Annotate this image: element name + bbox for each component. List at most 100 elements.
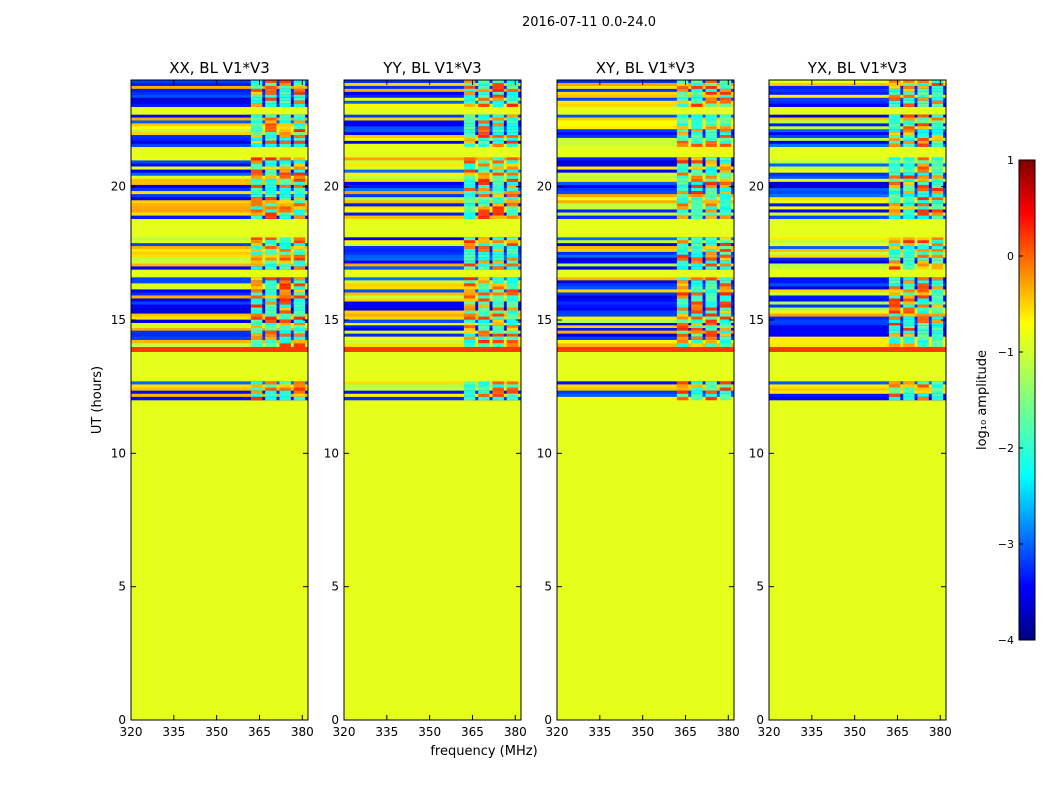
heatmap-rfi-cell [265,157,277,161]
heatmap-rfi-cell [691,310,703,314]
heatmap-row [557,286,734,290]
heatmap-rfi-cell [691,160,703,164]
heatmap-row [557,307,734,311]
heatmap-rfi-cell [279,301,291,305]
heatmap-rfi-cell [279,169,291,173]
heatmap-rfi-cell [917,254,929,258]
y-tick-label: 10 [537,446,552,460]
heatmap-rfi-cell [719,166,732,170]
heatmap-row [769,313,946,317]
heatmap-rfi-cell [691,184,703,189]
heatmap-rfi-cell [478,393,490,398]
y-tick-label: 20 [324,180,339,194]
heatmap-rfi-cell [691,283,703,287]
heatmap-row [131,280,308,284]
heatmap-rfi-cell [463,85,476,90]
heatmap-row [131,88,308,93]
heatmap-row [344,246,521,250]
heatmap-rfi-cell [463,140,476,145]
heatmap-rfi-cell [478,246,490,250]
heatmap-rfi-cell [705,206,717,210]
heatmap-rfi-cell [691,206,703,210]
heatmap-rfi-cell [492,212,504,216]
heatmap-rfi-cell [676,301,689,305]
panel-title: YY, BL V1*V3 [382,59,481,77]
heatmap-rfi-cell [917,322,929,326]
heatmap-rfi-cell [463,103,476,107]
heatmap-rfi-cell [492,181,504,186]
heatmap-rfi-cell [279,123,291,127]
heatmap-rfi-cell [293,194,306,198]
heatmap-rfi-cell [492,97,504,102]
heatmap-rfi-cell [931,194,944,198]
heatmap-row [344,328,521,331]
heatmap-rfi-cell [506,200,519,204]
heatmap-rfi-cell [293,257,306,261]
heatmap-row [344,123,521,127]
heatmap-rfi-cell [250,88,263,93]
heatmap-band [131,346,308,352]
heatmap-row [344,181,521,186]
heatmap-row [344,316,521,320]
heatmap-rfi-cell [265,319,277,323]
heatmap-rfi-cell [492,114,504,118]
heatmap-row [557,114,734,118]
heatmap-row [131,237,308,241]
heatmap-rfi-cell [676,260,689,264]
heatmap-rfi-cell [293,263,306,267]
heatmap-rfi-cell [931,301,944,305]
heatmap-row [131,181,308,186]
heatmap-rfi-cell [705,340,717,344]
heatmap-rfi-cell [293,295,306,299]
panel-title: XY, BL V1*V3 [596,59,696,77]
heatmap-rfi-cell [931,206,944,210]
heatmap-rfi-cell [676,263,689,267]
heatmap-rfi-cell [888,140,901,145]
heatmap-rfi-cell [888,88,901,93]
heatmap-row [557,340,734,344]
heatmap-rfi-cell [705,390,717,395]
heatmap-rfi-cell [265,100,277,105]
heatmap-rfi-cell [931,175,944,180]
heatmap-row [131,277,308,281]
heatmap-rfi-cell [676,330,689,334]
heatmap-rfi-cell [293,114,306,118]
heatmap-row [557,123,734,127]
heatmap-rfi-cell [691,393,703,398]
heatmap-row [557,330,734,334]
heatmap-rfi-cell [250,97,263,102]
heatmap-row [344,191,521,195]
heatmap-rfi-cell [931,88,944,93]
heatmap-rfi-cell [705,251,717,256]
heatmap-rfi-cell [463,292,476,296]
heatmap-row [769,169,946,173]
heatmap-rfi-cell [903,184,915,189]
heatmap-rfi-cell [676,387,689,391]
heatmap-rfi-cell [506,313,519,317]
heatmap-rfi-cell [250,325,263,329]
heatmap-rfi-cell [506,181,519,186]
heatmap-rfi-cell [903,333,915,337]
heatmap-rfi-cell [931,304,944,308]
heatmap-rfi-cell [888,336,901,341]
heatmap-rfi-cell [676,390,689,395]
heatmap-rfi-cell [917,172,929,177]
heatmap-rfi-cell [250,257,263,261]
heatmap-row [769,137,946,142]
heatmap-rfi-cell [463,181,476,186]
heatmap-rfi-cell [279,307,291,311]
heatmap-rfi-cell [903,206,915,210]
heatmap-rfi-cell [691,200,703,204]
heatmap-rfi-cell [293,313,306,317]
heatmap-rfi-cell [705,80,717,84]
heatmap-rfi-cell [705,140,717,145]
heatmap-rfi-cell [917,194,929,198]
heatmap-rfi-cell [478,322,490,326]
heatmap-rfi-cell [705,91,717,96]
heatmap-rfi-cell [931,123,944,127]
heatmap-rfi-cell [691,203,703,207]
heatmap-rfi-cell [691,194,703,198]
heatmap-rfi-cell [917,100,929,105]
heatmap-row [131,123,308,127]
heatmap-rfi-cell [676,277,689,281]
